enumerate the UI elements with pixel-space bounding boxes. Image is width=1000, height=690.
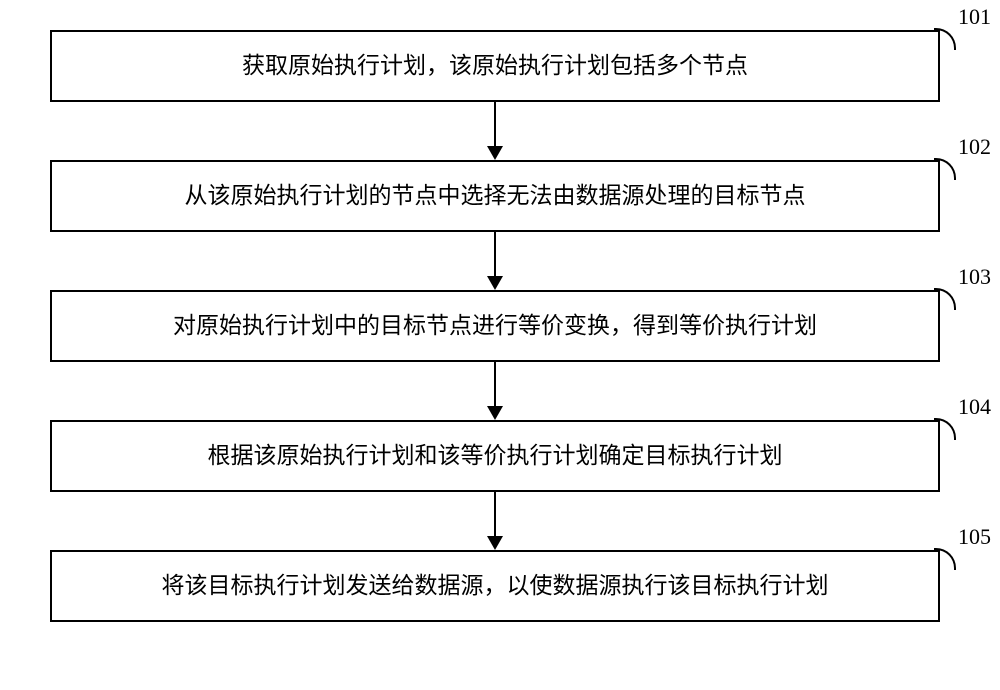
step-label-102: 102 bbox=[958, 134, 991, 160]
step-label-103: 103 bbox=[958, 264, 991, 290]
step-box-103: 对原始执行计划中的目标节点进行等价变换，得到等价执行计划 bbox=[50, 290, 940, 362]
arrow-line-104-105 bbox=[494, 492, 496, 536]
step-label-101: 101 bbox=[958, 4, 991, 30]
step-label-105: 105 bbox=[958, 524, 991, 550]
arrow-head-104-105 bbox=[487, 536, 503, 550]
step-box-101: 获取原始执行计划，该原始执行计划包括多个节点 bbox=[50, 30, 940, 102]
step-text-103: 对原始执行计划中的目标节点进行等价变换，得到等价执行计划 bbox=[173, 310, 817, 342]
step-text-102: 从该原始执行计划的节点中选择无法由数据源处理的目标节点 bbox=[185, 180, 806, 212]
arrow-line-103-104 bbox=[494, 362, 496, 406]
arrow-head-103-104 bbox=[487, 406, 503, 420]
arrow-head-102-103 bbox=[487, 276, 503, 290]
step-label-104: 104 bbox=[958, 394, 991, 420]
arrow-line-102-103 bbox=[494, 232, 496, 276]
step-box-102: 从该原始执行计划的节点中选择无法由数据源处理的目标节点 bbox=[50, 160, 940, 232]
step-label-connector-104 bbox=[934, 418, 956, 440]
step-label-connector-103 bbox=[934, 288, 956, 310]
step-box-104: 根据该原始执行计划和该等价执行计划确定目标执行计划 bbox=[50, 420, 940, 492]
step-label-connector-102 bbox=[934, 158, 956, 180]
step-text-105: 将该目标执行计划发送给数据源，以使数据源执行该目标执行计划 bbox=[162, 570, 829, 602]
arrow-line-101-102 bbox=[494, 102, 496, 146]
step-box-105: 将该目标执行计划发送给数据源，以使数据源执行该目标执行计划 bbox=[50, 550, 940, 622]
step-text-101: 获取原始执行计划，该原始执行计划包括多个节点 bbox=[242, 50, 748, 82]
step-label-connector-101 bbox=[934, 28, 956, 50]
arrow-head-101-102 bbox=[487, 146, 503, 160]
step-text-104: 根据该原始执行计划和该等价执行计划确定目标执行计划 bbox=[208, 440, 783, 472]
flowchart-canvas: 获取原始执行计划，该原始执行计划包括多个节点 101 从该原始执行计划的节点中选择无… bbox=[0, 0, 1000, 690]
step-label-connector-105 bbox=[934, 548, 956, 570]
